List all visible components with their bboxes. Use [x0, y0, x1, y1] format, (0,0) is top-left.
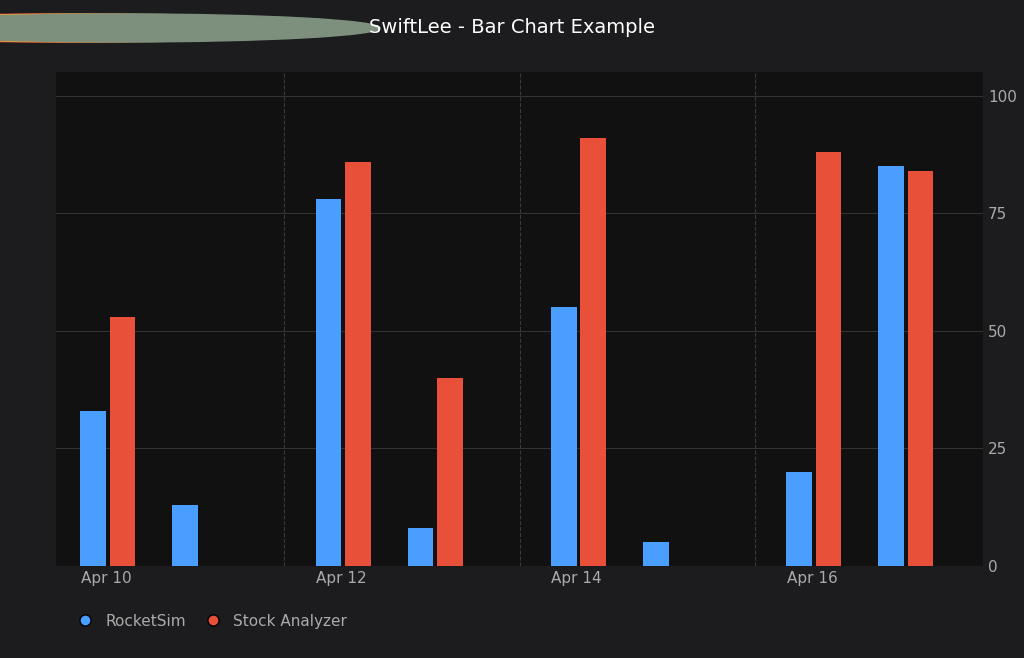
Bar — [80, 411, 105, 566]
Bar — [879, 166, 904, 566]
Bar — [643, 542, 669, 566]
Bar — [816, 152, 842, 566]
Bar — [551, 307, 577, 566]
Circle shape — [0, 14, 380, 42]
Bar — [172, 505, 198, 566]
Bar — [345, 162, 371, 566]
Bar — [408, 528, 433, 566]
Circle shape — [0, 14, 312, 42]
Bar — [315, 199, 341, 566]
Bar — [437, 378, 463, 566]
Bar — [907, 171, 934, 566]
Legend: RocketSim, Stock Analyzer: RocketSim, Stock Analyzer — [63, 607, 353, 635]
Bar — [110, 316, 135, 566]
Bar — [581, 138, 606, 566]
Text: SwiftLee - Bar Chart Example: SwiftLee - Bar Chart Example — [369, 18, 655, 38]
Bar — [786, 472, 812, 566]
Circle shape — [0, 14, 346, 42]
